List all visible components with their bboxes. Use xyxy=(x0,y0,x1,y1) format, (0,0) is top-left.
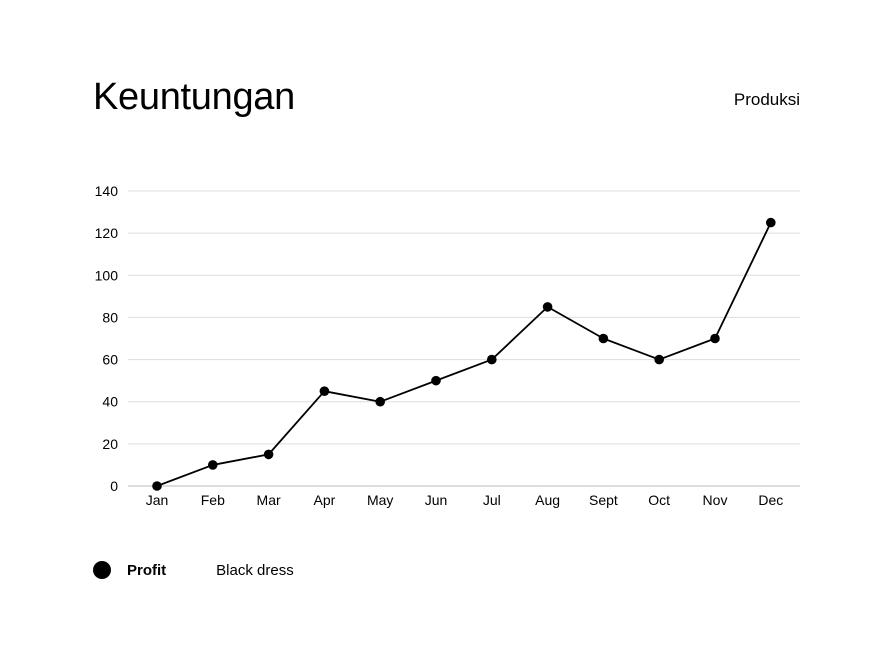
chart-title: Keuntungan xyxy=(93,76,295,118)
data-point xyxy=(319,386,330,396)
y-tick-label: 40 xyxy=(102,394,118,410)
x-tick-label: Sept xyxy=(589,492,618,508)
x-tick-label: Aug xyxy=(535,492,560,508)
chart-subtitle: Produksi xyxy=(733,90,800,109)
y-tick-label: 20 xyxy=(102,436,118,452)
y-tick-label: 0 xyxy=(110,478,118,494)
data-point xyxy=(487,354,497,365)
y-tick-label: 100 xyxy=(95,267,119,283)
legend: Profit Black dress xyxy=(93,561,294,579)
x-tick-label: Feb xyxy=(201,492,225,508)
x-tick-label: May xyxy=(367,492,393,508)
y-tick-label: 120 xyxy=(95,225,119,241)
data-point xyxy=(152,481,162,491)
x-tick-label: Oct xyxy=(648,492,670,508)
x-tick-label: Mar xyxy=(257,492,281,508)
data-point xyxy=(375,396,386,407)
series-line-profit xyxy=(156,222,772,487)
y-tick-label: 140 xyxy=(95,183,119,199)
data-point xyxy=(654,354,664,365)
legend-marker xyxy=(93,561,111,579)
x-tick-label: Nov xyxy=(703,492,728,508)
x-tick-label: Dec xyxy=(758,492,783,508)
data-point xyxy=(710,333,720,344)
legend-series-name: Profit xyxy=(127,561,167,579)
y-tick-label: 60 xyxy=(102,352,118,368)
data-point xyxy=(208,460,218,470)
x-tick-label: Jun xyxy=(425,492,448,508)
y-tick-label: 80 xyxy=(102,309,118,325)
data-point xyxy=(598,333,609,344)
data-point xyxy=(766,217,776,228)
data-point xyxy=(431,375,441,386)
x-tick-label: Jan xyxy=(146,492,169,508)
legend-series-detail: Black dress xyxy=(216,561,294,579)
x-tick-label: Jul xyxy=(483,492,501,508)
x-tick-label: Apr xyxy=(314,492,336,508)
data-point xyxy=(263,449,274,460)
data-point xyxy=(542,302,553,312)
